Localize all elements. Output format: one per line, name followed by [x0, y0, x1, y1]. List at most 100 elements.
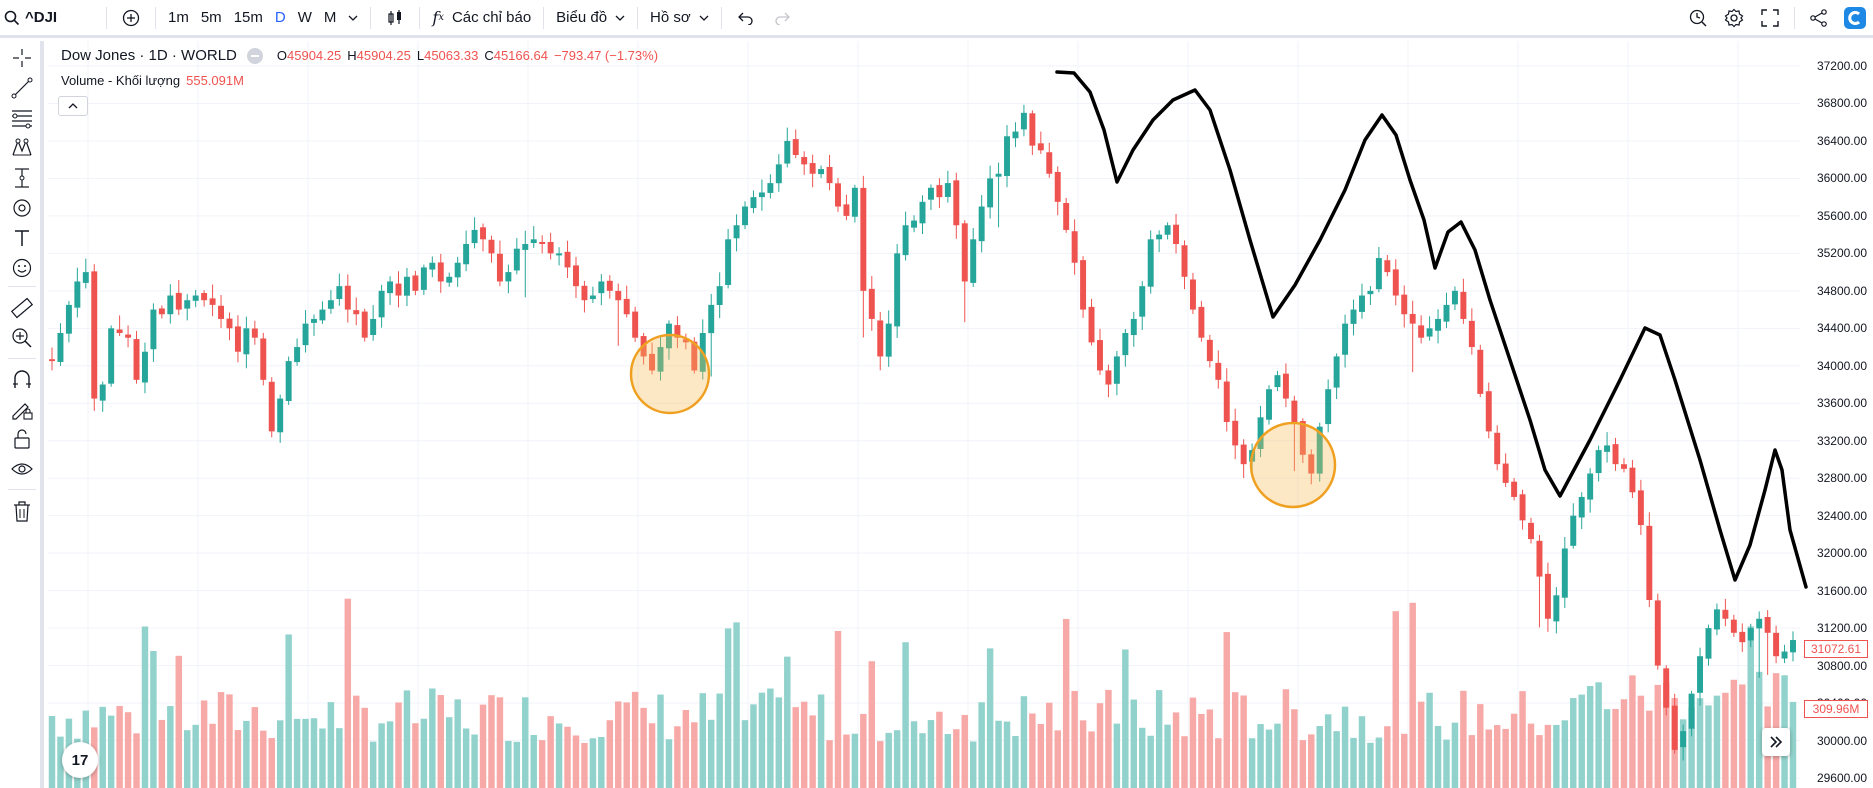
candle-body: [429, 262, 436, 270]
profile-menu-label: Hồ sơ: [650, 9, 691, 26]
candle-body: [826, 166, 833, 184]
price-scale[interactable]: 37200.00 36800.00 36400.00 36000.00 35600.00…: [1800, 41, 1873, 788]
candle-body: [1680, 731, 1687, 748]
interval-w[interactable]: W: [297, 9, 312, 26]
legend-collapse-icon[interactable]: [246, 47, 263, 64]
brand-button[interactable]: [1837, 3, 1873, 33]
candle-body: [1739, 631, 1746, 643]
share-button[interactable]: [1801, 3, 1837, 33]
volume-bar: [1612, 708, 1619, 788]
redo-icon: [774, 11, 790, 25]
candle-body: [843, 204, 850, 216]
volume-bar: [353, 695, 360, 788]
text-tool[interactable]: [5, 223, 39, 253]
redo-button[interactable]: [764, 3, 800, 33]
profile-menu-button[interactable]: Hồ sơ: [644, 3, 715, 33]
candle-body: [758, 192, 765, 198]
volume-bar: [1578, 694, 1585, 788]
interval-15m[interactable]: 15m: [233, 9, 263, 26]
volume-bar: [1029, 713, 1036, 788]
price-tick: 31600.00: [1816, 583, 1867, 598]
candle-body: [1004, 136, 1010, 177]
candle-body: [556, 253, 563, 256]
candle-body: [437, 262, 444, 282]
volume-bar: [724, 628, 732, 788]
candle-body: [1781, 651, 1788, 659]
candle-body: [1232, 420, 1239, 446]
volume-bar: [1705, 705, 1712, 788]
replay-button[interactable]: [1680, 3, 1716, 33]
candle-body: [1054, 171, 1061, 202]
lock-tool[interactable]: [5, 424, 39, 454]
series-title[interactable]: Dow Jones · 1D · WORLD: [61, 47, 237, 64]
candle-body: [674, 325, 681, 338]
fullscreen-button[interactable]: [1752, 3, 1788, 33]
interval-5m[interactable]: 5m: [200, 9, 222, 26]
interval-m[interactable]: M: [323, 9, 337, 26]
candle-body: [1705, 628, 1712, 659]
volume-bar: [412, 723, 419, 788]
candle-body: [691, 341, 698, 371]
lock-drawing-tool[interactable]: [5, 394, 39, 424]
volume-bar: [851, 733, 859, 788]
share-icon: [1809, 8, 1829, 28]
price-chart[interactable]: [48, 41, 1873, 788]
pattern-tool[interactable]: [5, 133, 39, 163]
interval-1m[interactable]: 1m: [168, 9, 189, 26]
trend-line-tool[interactable]: [5, 73, 39, 103]
zoom-in-tool[interactable]: [5, 323, 39, 353]
measure-tool[interactable]: [5, 163, 39, 193]
brush-tool[interactable]: [5, 193, 39, 223]
chart-menu-button[interactable]: Biểu đồ: [550, 3, 631, 33]
emoji-tool[interactable]: [5, 253, 39, 283]
volume-bar: [1603, 709, 1611, 788]
volume-bar: [1544, 724, 1552, 788]
ruler-icon: [11, 297, 33, 319]
volume-bar: [175, 655, 182, 788]
symbol-search[interactable]: ^DJI: [0, 3, 100, 33]
volume-bar: [877, 741, 884, 788]
candle-body: [1587, 473, 1594, 500]
legend-toggle-button[interactable]: [58, 96, 88, 116]
volume-bar: [48, 716, 56, 788]
magnet-tool[interactable]: [5, 364, 39, 394]
price-tick: 35600.00: [1816, 208, 1867, 223]
compare-button[interactable]: [113, 3, 149, 33]
interval-selector: 1m 5m 15m D W M: [162, 0, 364, 35]
candle-body: [319, 309, 326, 321]
divider: [8, 489, 36, 490]
scroll-to-realtime-button[interactable]: [1762, 728, 1790, 756]
volume-bar: [572, 735, 580, 788]
candle-body: [496, 253, 503, 282]
candle-body: [1291, 400, 1298, 422]
ruler-tool[interactable]: [5, 293, 39, 323]
volume-bar: [986, 648, 994, 788]
candle-body: [1502, 463, 1509, 483]
tradingview-logo[interactable]: 17: [62, 742, 98, 778]
chart-type-button[interactable]: [377, 3, 413, 33]
interval-dropdown[interactable]: [342, 3, 364, 33]
settings-button[interactable]: [1716, 3, 1752, 33]
fib-tool[interactable]: [5, 103, 39, 133]
volume-bar: [767, 688, 774, 788]
candle-body: [919, 201, 926, 224]
volume-bar: [1654, 684, 1662, 788]
volume-title[interactable]: Volume - Khối lượng: [61, 73, 181, 88]
visibility-tool[interactable]: [5, 454, 39, 484]
chart-pane[interactable]: [48, 41, 1873, 788]
divider: [106, 6, 107, 29]
candle-body: [1012, 131, 1019, 139]
divider: [1794, 6, 1795, 29]
volume-bar: [1265, 729, 1273, 788]
symbol-label: ^DJI: [25, 9, 58, 26]
undo-button[interactable]: [728, 3, 764, 33]
volume-bar: [868, 661, 876, 788]
remove-drawings-tool[interactable]: [5, 496, 39, 526]
candle-body: [1147, 239, 1154, 287]
candle-body: [1409, 313, 1416, 324]
interval-d[interactable]: D: [274, 9, 286, 26]
crosshair-tool[interactable]: [5, 43, 39, 73]
candle-body: [336, 286, 343, 300]
